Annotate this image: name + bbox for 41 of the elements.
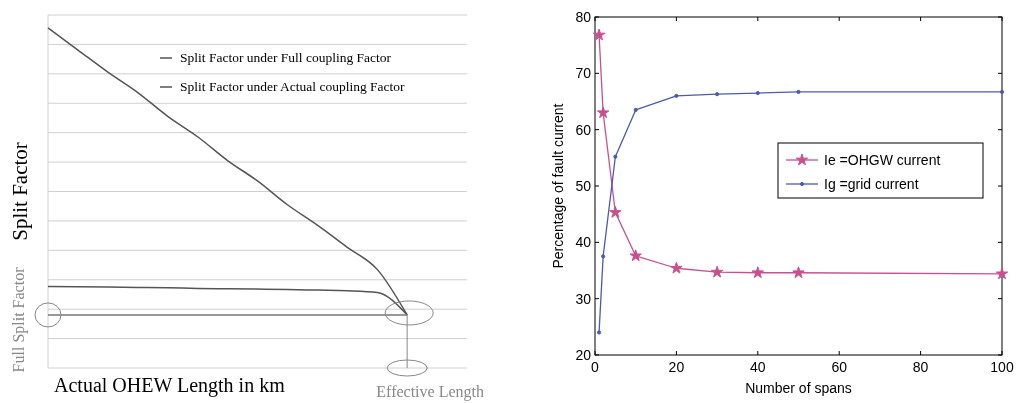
legend-label: Split Factor under Full coupling Factor	[180, 50, 392, 65]
y-tick-label: 80	[575, 9, 592, 25]
y-tick-label: 40	[575, 234, 592, 251]
point	[999, 89, 1005, 95]
y-tick-label: 60	[575, 121, 592, 138]
y-tick-label: 70	[575, 65, 592, 82]
y-axis-title: Split Factor	[8, 142, 32, 241]
point	[755, 90, 760, 96]
text: Full Split Factor	[10, 266, 28, 373]
point	[710, 265, 724, 278]
x-tick-label: 80	[912, 359, 929, 375]
y-tick-label: 20	[575, 347, 592, 363]
legend-label: Ig =grid current	[824, 176, 919, 192]
y-tick-label: 30	[575, 290, 592, 307]
point	[674, 93, 679, 98]
y-axis-title: Percentage of fault current	[550, 103, 566, 269]
x-axis-title: Number of spans	[745, 380, 852, 396]
point	[715, 92, 720, 97]
x-tick-label: 20	[668, 359, 685, 375]
point	[601, 254, 606, 259]
x-tick-label: 0	[591, 359, 600, 375]
legend-label: Ie =OHGW current	[824, 152, 941, 168]
point	[792, 266, 805, 279]
point	[613, 154, 618, 159]
point	[796, 89, 801, 95]
point	[596, 106, 610, 119]
y-tick-label: 50	[575, 178, 592, 194]
point	[592, 28, 606, 41]
point	[629, 249, 642, 262]
point	[995, 267, 1009, 280]
x-axis-title: Actual OHEW Length in km	[54, 374, 286, 397]
point	[596, 330, 602, 335]
legend-label: Split Factor under Actual coupling Factor	[180, 79, 406, 94]
point	[670, 261, 683, 274]
x-tick-label: 40	[750, 359, 766, 375]
x-tick-label: 60	[831, 359, 848, 375]
point	[609, 206, 622, 218]
x-tick-label: 100	[990, 359, 1014, 375]
text: Effective Length	[376, 383, 484, 401]
point	[751, 266, 764, 279]
point	[633, 107, 638, 113]
